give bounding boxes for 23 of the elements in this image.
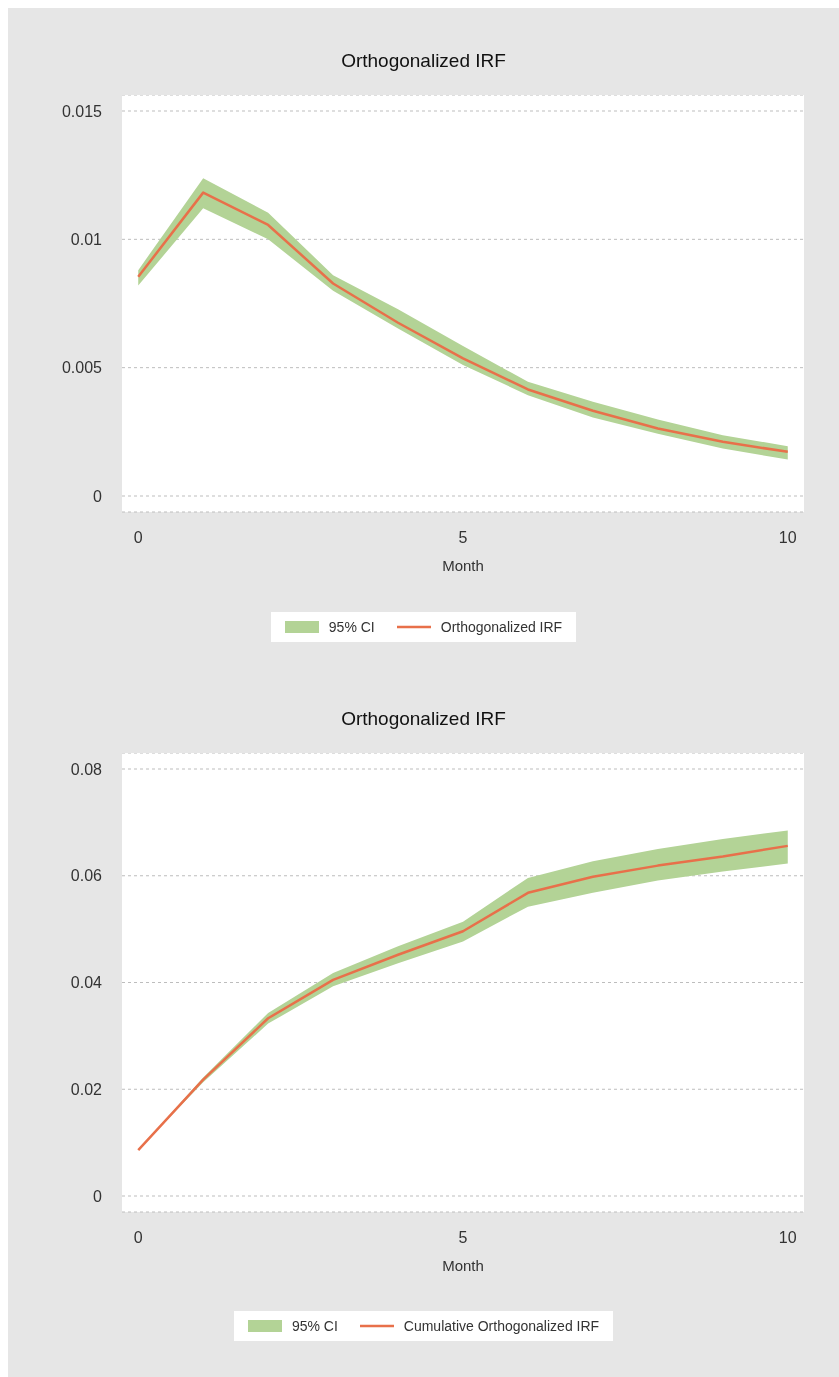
y-tick-label: 0.02 xyxy=(70,1080,103,1098)
y-tick-label: 0.01 xyxy=(70,231,103,249)
x-tick-label: 0 xyxy=(133,529,143,547)
text: 95% CI xyxy=(291,1318,338,1334)
y-tick-label: 0.005 xyxy=(61,359,103,377)
x-tick-label: 10 xyxy=(778,529,797,547)
y-tick-label: 0.04 xyxy=(70,974,103,992)
chart-title: Orthogonalized IRF xyxy=(340,50,507,72)
y-tick-label: 0 xyxy=(93,1187,103,1205)
y-tick-label: 0.08 xyxy=(70,760,103,778)
x-axis-title: Month xyxy=(441,1257,485,1274)
y-tick-label: 0.015 xyxy=(61,102,103,120)
text: 95% CI xyxy=(328,619,375,635)
legend-label: Cumulative Orthogonalized IRF xyxy=(403,1318,600,1334)
legend-label: Orthogonalized IRF xyxy=(440,619,563,635)
x-tick-label: 0 xyxy=(133,1229,143,1247)
x-tick-label: 5 xyxy=(458,1229,468,1247)
y-tick-label: 0.06 xyxy=(70,867,103,885)
x-tick-label: 10 xyxy=(778,1229,797,1247)
x-tick-label: 5 xyxy=(458,529,468,547)
x-axis-title: Month xyxy=(441,557,485,574)
chart-title: Orthogonalized IRF xyxy=(340,708,507,730)
y-tick-label: 0 xyxy=(93,487,103,505)
